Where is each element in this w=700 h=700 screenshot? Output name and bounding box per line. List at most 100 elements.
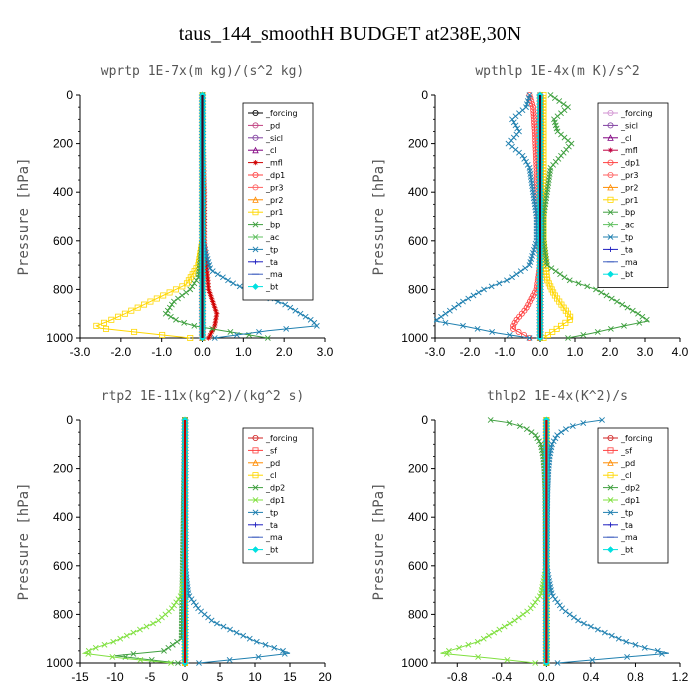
legend-item-ma: _ma (248, 533, 283, 542)
x-tick-label: 1.0 (567, 345, 584, 359)
legend-item-tp: _tp (248, 508, 278, 517)
data-point (560, 304, 567, 311)
legend-label: _sf (620, 446, 632, 455)
x-tick-label: 1.0 (235, 345, 252, 359)
data-point (523, 426, 530, 433)
y-tick-label: 800 (53, 607, 73, 621)
data-point (587, 623, 594, 630)
data-point (522, 265, 529, 272)
data-point (240, 632, 247, 639)
data-point (443, 650, 450, 657)
data-point (544, 277, 551, 284)
data-point (177, 593, 184, 600)
data-point (491, 629, 498, 636)
data-point (207, 332, 213, 338)
x-tick-label: -5 (145, 670, 156, 684)
legend-item-dp1: _dp1 (248, 171, 285, 180)
data-point (506, 332, 513, 338)
data-point (189, 283, 196, 290)
legend-marker (252, 259, 259, 265)
series-dp2 (114, 417, 188, 666)
chart-panel-2: wpthlp 1E-4x(m K)/s^2 Pressure [hPa] 0 200 4… (371, 64, 689, 359)
y-axis-label: Pressure [hPa] (371, 157, 387, 275)
data-point (189, 271, 196, 278)
data-point (175, 596, 182, 603)
series-line (490, 419, 547, 664)
data-point (213, 314, 219, 320)
data-point (510, 119, 517, 126)
legend-label: _pr1 (620, 196, 638, 205)
legend-item-mfl: _mfl (603, 146, 638, 155)
data-point (530, 104, 537, 111)
legend-box (242, 102, 314, 301)
y-tick-label: 400 (408, 185, 428, 199)
y-tick-label: 600 (53, 234, 73, 248)
data-point (193, 602, 199, 609)
legend-label: _pr3 (265, 183, 283, 192)
data-point (554, 599, 561, 606)
data-point (165, 644, 172, 651)
legend-label: _ta (620, 245, 633, 254)
legend-item-forcing: _forcing (248, 109, 298, 118)
data-point (271, 644, 278, 651)
data-point (283, 325, 290, 332)
data-point (100, 319, 107, 326)
data-point (187, 274, 194, 281)
data-point (560, 101, 567, 108)
data-point (550, 438, 557, 445)
y-tick-label: 200 (408, 462, 428, 476)
data-point (474, 325, 481, 332)
data-point (629, 307, 636, 314)
series-line (184, 420, 291, 664)
legend-item-pr3: _pr3 (248, 183, 283, 192)
legend-label: _mfl (265, 159, 283, 168)
y-tick-label: 400 (53, 510, 73, 524)
legend-item-ma: _ma (603, 533, 638, 542)
data-point (544, 331, 551, 338)
data-point (594, 329, 601, 335)
data-point (607, 325, 614, 332)
data-point (191, 322, 198, 329)
legend-marker (252, 160, 259, 166)
data-point (220, 623, 227, 630)
data-point (233, 332, 240, 338)
legend-marker (252, 283, 259, 291)
y-tick-label: 0 (66, 88, 73, 102)
data-point (196, 660, 202, 666)
data-point (556, 98, 563, 104)
data-point (552, 596, 559, 603)
data-point (168, 660, 174, 666)
y-tick-label: 200 (53, 462, 73, 476)
y-tick-label: 600 (53, 559, 73, 573)
legend-marker (607, 434, 614, 441)
data-point (115, 313, 122, 320)
legend-marker (252, 234, 259, 240)
data-point (191, 268, 198, 275)
data-point (547, 92, 554, 98)
data-point (166, 304, 173, 311)
legend-label: _pd (265, 459, 280, 468)
data-point (509, 274, 515, 281)
legend-label: _tp (265, 508, 278, 517)
y-tick-label: 1000 (46, 656, 73, 670)
data-point (143, 623, 150, 630)
data-point (227, 626, 233, 633)
data-point (562, 426, 569, 433)
x-tick-label: -1.0 (495, 345, 516, 359)
legend-label: _ta (620, 521, 633, 530)
data-point (460, 298, 466, 305)
data-point (615, 635, 622, 642)
data-point (281, 650, 288, 657)
figure-title: taus_144_smoothH BUDGET at238E,30N (179, 23, 521, 45)
data-point (530, 107, 537, 114)
legend-item-forcing: _forcing (603, 109, 653, 118)
data-point (131, 328, 138, 335)
data-point (554, 432, 561, 439)
y-tick-label: 1000 (46, 331, 73, 345)
data-point (255, 654, 262, 660)
legend-marker (252, 171, 259, 178)
data-point (442, 319, 449, 326)
legend-label: _ma (265, 533, 283, 542)
legend-item-forcing: _forcing (248, 434, 298, 443)
